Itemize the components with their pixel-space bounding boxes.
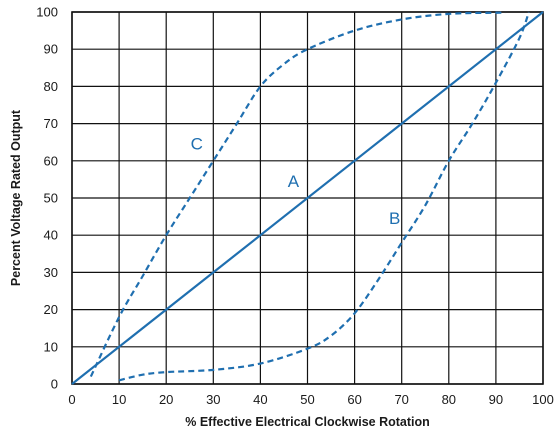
series-label-c: C xyxy=(191,135,203,154)
y-tick-label: 100 xyxy=(36,5,58,20)
x-tick-label: 100 xyxy=(532,392,554,407)
x-axis-label: % Effective Electrical Clockwise Rotatio… xyxy=(185,415,430,429)
x-tick-label: 50 xyxy=(300,392,314,407)
y-tick-label: 70 xyxy=(44,116,58,131)
y-tick-label: 90 xyxy=(44,42,58,57)
y-tick-label: 20 xyxy=(44,302,58,317)
y-tick-label: 30 xyxy=(44,265,58,280)
series-layer: A B C xyxy=(71,11,544,385)
x-tick-label: 0 xyxy=(68,392,75,407)
x-tick-label: 80 xyxy=(442,392,456,407)
y-tick-label: 0 xyxy=(51,377,58,392)
x-tick-label: 40 xyxy=(253,392,267,407)
series-line-c xyxy=(89,11,506,378)
x-axis-ticks: 0 10 20 30 40 50 60 70 80 90 100 xyxy=(68,392,553,407)
x-tick-label: 20 xyxy=(159,392,173,407)
series-line-b xyxy=(118,11,530,382)
x-tick-label: 30 xyxy=(206,392,220,407)
y-tick-label: 40 xyxy=(44,228,58,243)
y-tick-label: 10 xyxy=(44,339,58,354)
plot-frame xyxy=(71,11,544,385)
y-tick-label: 60 xyxy=(44,153,58,168)
x-tick-label: 60 xyxy=(347,392,361,407)
y-axis-ticks: 0 10 20 30 40 50 60 70 80 90 100 xyxy=(36,5,58,392)
y-tick-label: 50 xyxy=(44,191,58,206)
x-tick-label: 10 xyxy=(112,392,126,407)
series-line-a xyxy=(71,11,544,385)
x-tick-label: 90 xyxy=(489,392,503,407)
x-tick-label: 70 xyxy=(394,392,408,407)
y-axis-label: Percent Voltage Rated Output xyxy=(9,109,23,286)
y-tick-label: 80 xyxy=(44,79,58,94)
series-label-b: B xyxy=(389,209,400,228)
series-label-a: A xyxy=(288,172,300,191)
